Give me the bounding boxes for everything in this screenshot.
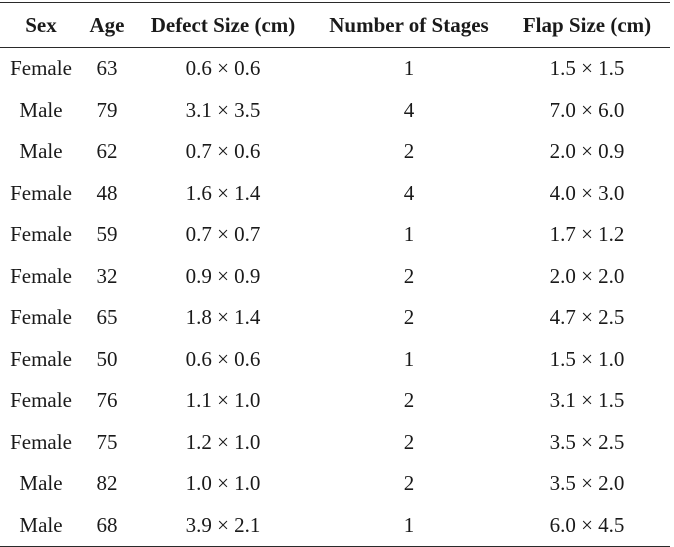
cell-number-of-stages: 2 (403, 471, 415, 496)
cell-defect-size: 0.6 × 0.6 (185, 56, 261, 81)
cell-sex: Male (19, 139, 63, 164)
column-header-sex: Sex (25, 12, 57, 37)
cell-defect-size: 1.0 × 1.0 (185, 471, 261, 496)
table-row: Male 68 3.9 × 2.1 1 6.0 × 4.5 (0, 505, 670, 547)
cell-defect-size: 3.1 × 3.5 (185, 97, 261, 122)
cell-flap-size: 1.5 × 1.5 (549, 56, 625, 81)
cell-number-of-stages: 2 (403, 139, 415, 164)
cell-number-of-stages: 1 (403, 56, 415, 81)
table-row: Female 50 0.6 × 0.6 1 1.5 × 1.0 (0, 339, 670, 381)
cell-age: 75 (96, 429, 118, 454)
column-header-age: Age (89, 12, 125, 37)
cell-number-of-stages: 1 (403, 346, 415, 371)
table-header: Sex Age Defect Size (cm) Number of Stage… (0, 2, 670, 48)
cell-defect-size: 0.7 × 0.6 (185, 139, 261, 164)
cell-age: 76 (96, 388, 118, 413)
cell-flap-size: 7.0 × 6.0 (549, 97, 625, 122)
cell-age: 63 (96, 56, 118, 81)
table-row: Female 32 0.9 × 0.9 2 2.0 × 2.0 (0, 256, 670, 298)
cell-age: 79 (96, 97, 118, 122)
cell-defect-size: 1.2 × 1.0 (185, 429, 261, 454)
cell-age: 48 (96, 180, 118, 205)
cell-sex: Female (10, 429, 72, 454)
cell-number-of-stages: 4 (403, 180, 415, 205)
cell-sex: Female (10, 180, 72, 205)
table-row: Female 59 0.7 × 0.7 1 1.7 × 1.2 (0, 214, 670, 256)
cell-flap-size: 2.0 × 0.9 (549, 139, 625, 164)
cell-flap-size: 1.7 × 1.2 (549, 222, 625, 247)
cell-number-of-stages: 2 (403, 388, 415, 413)
column-header-defect-size: Defect Size (cm) (150, 12, 296, 37)
cell-age: 32 (96, 263, 118, 288)
cell-sex: Male (19, 512, 63, 537)
cell-flap-size: 3.5 × 2.5 (549, 429, 625, 454)
cell-defect-size: 0.6 × 0.6 (185, 346, 261, 371)
cell-flap-size: 4.0 × 3.0 (549, 180, 625, 205)
cell-sex: Female (10, 388, 72, 413)
cell-age: 82 (96, 471, 118, 496)
column-header-flap-size: Flap Size (cm) (522, 12, 652, 37)
cell-flap-size: 2.0 × 2.0 (549, 263, 625, 288)
cell-sex: Female (10, 222, 72, 247)
header-row: Sex Age Defect Size (cm) Number of Stage… (0, 2, 670, 48)
cell-flap-size: 3.5 × 2.0 (549, 471, 625, 496)
table-row: Female 48 1.6 × 1.4 4 4.0 × 3.0 (0, 173, 670, 215)
cell-age: 62 (96, 139, 118, 164)
cell-sex: Female (10, 305, 72, 330)
table-row: Female 76 1.1 × 1.0 2 3.1 × 1.5 (0, 380, 670, 422)
cell-age: 59 (96, 222, 118, 247)
cell-number-of-stages: 4 (403, 97, 415, 122)
cell-age: 68 (96, 512, 118, 537)
cell-sex: Male (19, 471, 63, 496)
cell-sex: Female (10, 56, 72, 81)
cell-flap-size: 1.5 × 1.0 (549, 346, 625, 371)
table-row: Female 75 1.2 × 1.0 2 3.5 × 2.5 (0, 422, 670, 464)
cell-defect-size: 3.9 × 2.1 (185, 512, 261, 537)
cell-defect-size: 1.6 × 1.4 (185, 180, 261, 205)
table-row: Female 63 0.6 × 0.6 1 1.5 × 1.5 (0, 48, 670, 90)
cell-defect-size: 1.1 × 1.0 (185, 388, 261, 413)
cell-number-of-stages: 2 (403, 429, 415, 454)
cell-number-of-stages: 1 (403, 512, 415, 537)
cell-number-of-stages: 2 (403, 305, 415, 330)
cell-age: 65 (96, 305, 118, 330)
cell-sex: Male (19, 97, 63, 122)
column-header-number-of-stages: Number of Stages (329, 12, 489, 37)
table-row: Male 62 0.7 × 0.6 2 2.0 × 0.9 (0, 131, 670, 173)
table-row: Female 65 1.8 × 1.4 2 4.7 × 2.5 (0, 297, 670, 339)
table-row: Male 79 3.1 × 3.5 4 7.0 × 6.0 (0, 90, 670, 132)
cell-number-of-stages: 2 (403, 263, 415, 288)
table-body: Female 63 0.6 × 0.6 1 1.5 × 1.5 Male 79 3.1 × 3… (0, 48, 670, 547)
cell-number-of-stages: 1 (403, 222, 415, 247)
table-row: Male 82 1.0 × 1.0 2 3.5 × 2.0 (0, 463, 670, 505)
cell-age: 50 (96, 346, 118, 371)
cell-flap-size: 6.0 × 4.5 (549, 512, 625, 537)
cell-defect-size: 0.7 × 0.7 (185, 222, 261, 247)
cell-flap-size: 4.7 × 2.5 (549, 305, 625, 330)
cell-flap-size: 3.1 × 1.5 (549, 388, 625, 413)
cell-sex: Female (10, 346, 72, 371)
cell-defect-size: 1.8 × 1.4 (185, 305, 261, 330)
cell-defect-size: 0.9 × 0.9 (185, 263, 261, 288)
cell-sex: Female (10, 263, 72, 288)
